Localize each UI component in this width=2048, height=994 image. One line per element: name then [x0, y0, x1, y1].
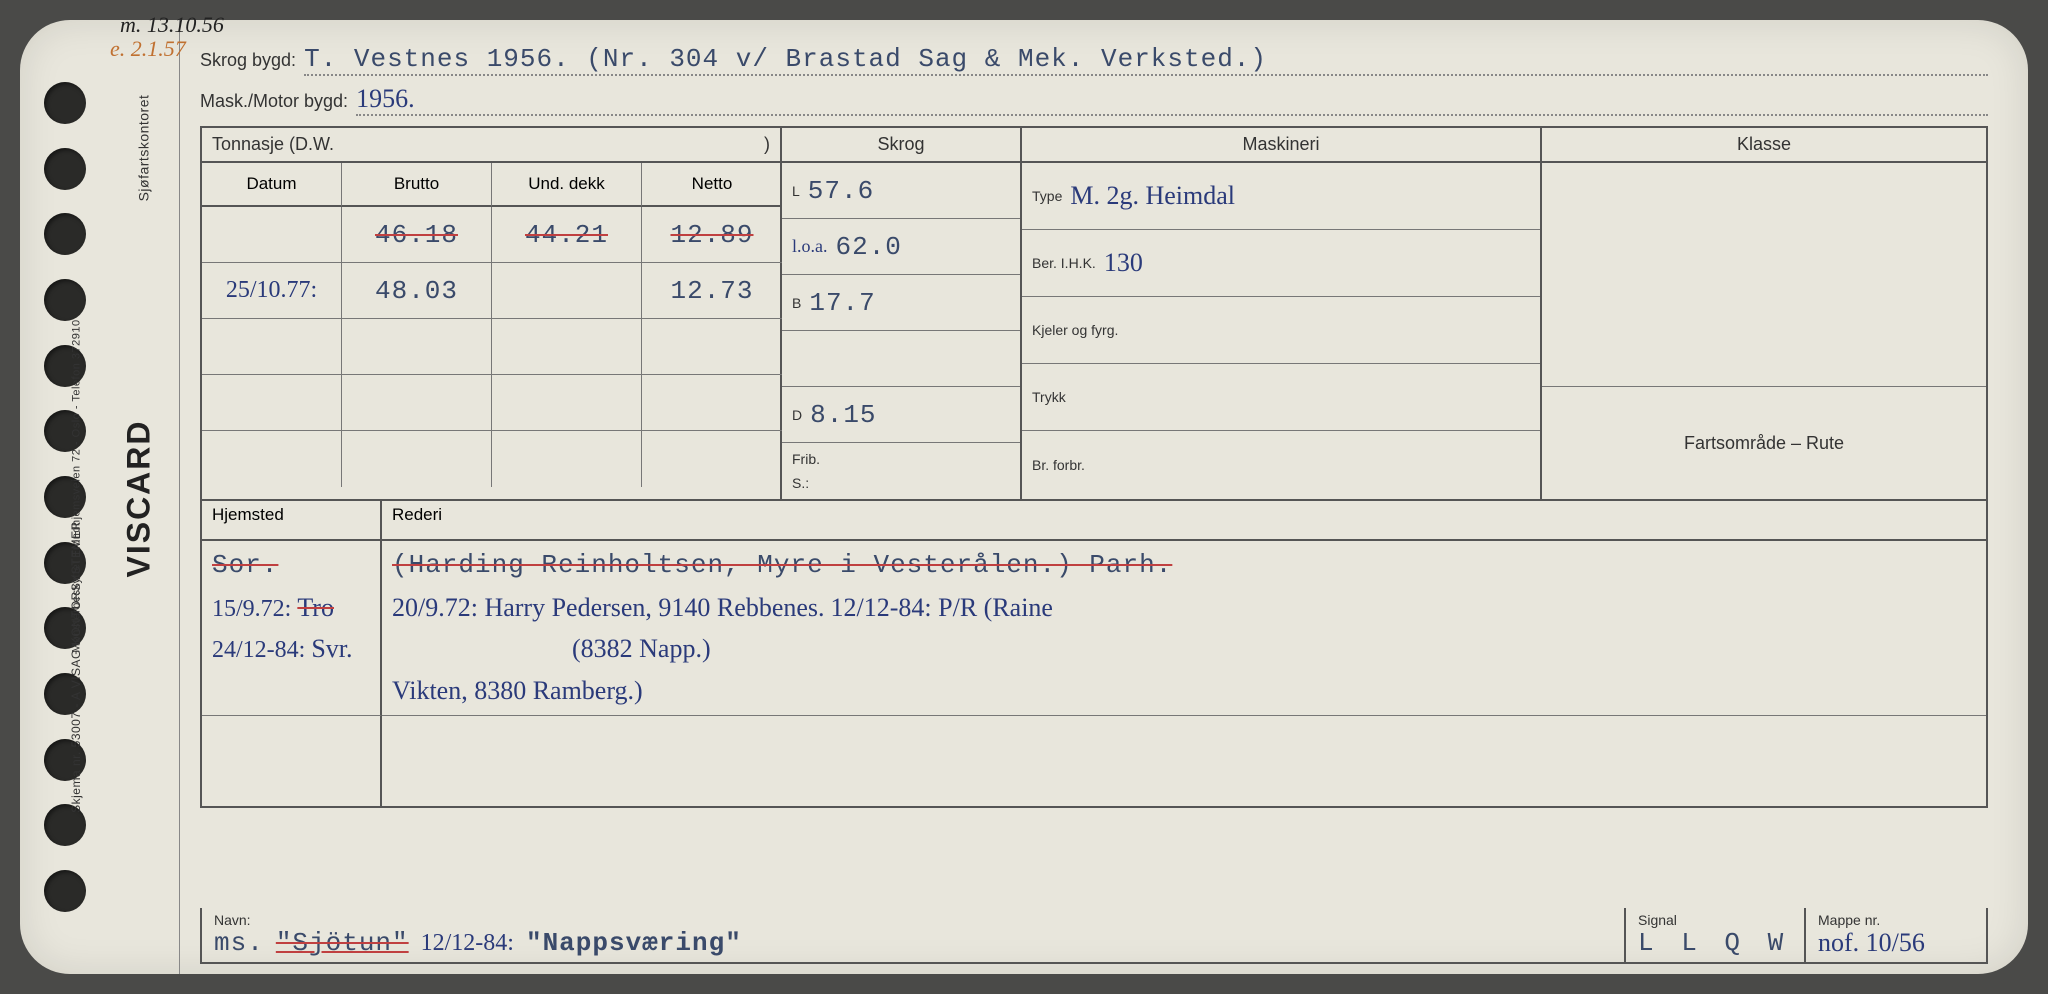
index-card: VISCARD Skjema nr. 53007 - A VISAG KONTO…	[20, 20, 2028, 974]
main-table: Tonnasje (D.W. ) Skrog Maskineri Klasse …	[200, 126, 1988, 501]
skrog-bygd-row: Skrog bygd: T. Vestnes 1956. (Nr. 304 v/…	[200, 40, 1988, 80]
maskineri-column: Type M. 2g. Heimdal Ber. I.H.K. 130 Kjel…	[1022, 163, 1542, 499]
annotation-top-2: e. 2.1.57	[110, 36, 186, 62]
cell-netto-1: 12.89	[642, 207, 782, 263]
cell-brutto-1: 46.18	[342, 207, 492, 263]
und-dekk-header: Und. dekk	[492, 163, 642, 207]
cell	[202, 319, 342, 375]
cell-datum-1	[202, 207, 342, 263]
cell	[492, 319, 642, 375]
cell-datum-2: 25/10.77:	[202, 263, 342, 319]
mask-ber: Ber. I.H.K. 130	[1022, 230, 1540, 297]
vertical-strip: VISCARD Skjema nr. 53007 - A VISAG KONTO…	[110, 20, 180, 974]
skrog-column: L 57.6 l.o.a. 62.0 B 17.7 D 8.15 Frib. S…	[782, 163, 1022, 499]
rederi-empty	[382, 716, 1986, 806]
annotation-top-1: m. 13.10.56	[120, 12, 224, 38]
fartsomrade-label: Fartsområde – Rute	[1542, 387, 1986, 499]
mask-kjeler: Kjeler og fyrg.	[1022, 297, 1540, 364]
hjemsted-body: Sor. 15/9.72: Tro 24/12-84: Svr.	[202, 541, 382, 716]
mappe-label: Mappe nr.	[1818, 912, 1974, 928]
hjemsted-2-date: 15/9.72:	[212, 590, 291, 628]
klasse-header: Klasse	[1542, 128, 1986, 163]
cell-netto-2: 12.73	[642, 263, 782, 319]
office-label: Sjøfartskontoret	[135, 95, 151, 202]
copyright-line: Mønsterbeskyttet Trondhjemsveien 72 - Os…	[71, 319, 83, 652]
motor-bygd-label: Mask./Motor bygd:	[200, 91, 348, 112]
mask-type: Type M. 2g. Heimdal	[1022, 163, 1540, 230]
mask-trykk: Trykk	[1022, 364, 1540, 431]
tonnasje-title: Tonnasje (D.W.	[212, 134, 334, 155]
brutto-header: Brutto	[342, 163, 492, 207]
hjemsted-empty	[202, 716, 382, 806]
skrog-header: Skrog	[782, 128, 1022, 163]
rederi-body: (Harding Reinholtsen, Myre i Vesterålen.…	[382, 541, 1986, 716]
rederi-line-1: (Harding Reinholtsen, Myre i Vesterålen.…	[392, 545, 1172, 587]
skrog-frib: Frib. S.:	[782, 443, 1020, 499]
hjemsted-2-val: Tro	[297, 587, 334, 629]
hole	[44, 148, 86, 190]
klasse-empty	[1542, 163, 1986, 387]
cell	[342, 431, 492, 487]
hole	[44, 213, 86, 255]
cell	[492, 431, 642, 487]
skrog-loa: l.o.a. 62.0	[782, 219, 1020, 275]
mask-br: Br. forbr.	[1022, 431, 1540, 499]
signal-label: Signal	[1638, 912, 1792, 928]
cell	[492, 375, 642, 431]
rederi-line-2b: 12/12-84: P/R (Raine	[831, 587, 1053, 629]
rederi-line-2a: 20/9.72: Harry Pedersen, 9140 Rebbenes.	[392, 587, 825, 629]
maskineri-header: Maskineri	[1022, 128, 1542, 163]
hole	[44, 279, 86, 321]
cell	[642, 375, 782, 431]
tonnasje-header: Tonnasje (D.W. )	[202, 128, 782, 163]
skrog-b: B 17.7	[782, 275, 1020, 331]
cell	[342, 319, 492, 375]
motor-bygd-value: 1956.	[356, 84, 415, 113]
navn-change-date: 12/12-84:	[421, 930, 514, 957]
rederi-line-3: (8382 Napp.)	[572, 628, 711, 670]
motor-bygd-row: Mask./Motor bygd: 1956.	[200, 80, 1988, 120]
cell	[202, 431, 342, 487]
cell-und-2	[492, 263, 642, 319]
cell	[342, 375, 492, 431]
hole	[44, 82, 86, 124]
rederi-line-4: Vikten, 8380 Ramberg.)	[392, 670, 643, 712]
klasse-column: Fartsområde – Rute	[1542, 163, 1986, 499]
tonnasje-grid: Datum Brutto Und. dekk Netto 46.18 44.21…	[202, 163, 782, 499]
cell	[202, 375, 342, 431]
card-content: m. 13.10.56 e. 2.1.57 Skrog bygd: T. Ves…	[180, 20, 2028, 974]
skrog-empty	[782, 331, 1020, 387]
skrog-d: D 8.15	[782, 387, 1020, 443]
cell	[642, 431, 782, 487]
bottom-bar: Navn: ms. "Sjötun" 12/12-84: "Nappsværin…	[200, 908, 1988, 964]
hole	[44, 870, 86, 912]
cell-brutto-2: 48.03	[342, 263, 492, 319]
hjemsted-header: Hjemsted	[202, 501, 382, 541]
skrog-l: L 57.6	[782, 163, 1020, 219]
tonnasje-title-close: )	[764, 134, 770, 155]
hjemsted-3-val: Svr.	[311, 628, 352, 670]
hjemsted-1: Sor.	[212, 545, 278, 587]
skrog-bygd-value: T. Vestnes 1956. (Nr. 304 v/ Brastad Sag…	[304, 44, 1267, 74]
brand-logo: VISCARD	[121, 419, 158, 577]
cell-und-1: 44.21	[492, 207, 642, 263]
cell	[642, 319, 782, 375]
punch-holes	[20, 20, 110, 974]
hjemsted-rederi-section: Hjemsted Rederi Sor. 15/9.72: Tro 24/12-…	[200, 501, 1988, 808]
hjemsted-3-date: 24/12-84:	[212, 631, 305, 669]
netto-header: Netto	[642, 163, 782, 207]
navn-label: Navn:	[214, 912, 1612, 928]
datum-header: Datum	[202, 163, 342, 207]
rederi-header: Rederi	[382, 501, 1986, 541]
skrog-bygd-label: Skrog bygd:	[200, 50, 296, 71]
